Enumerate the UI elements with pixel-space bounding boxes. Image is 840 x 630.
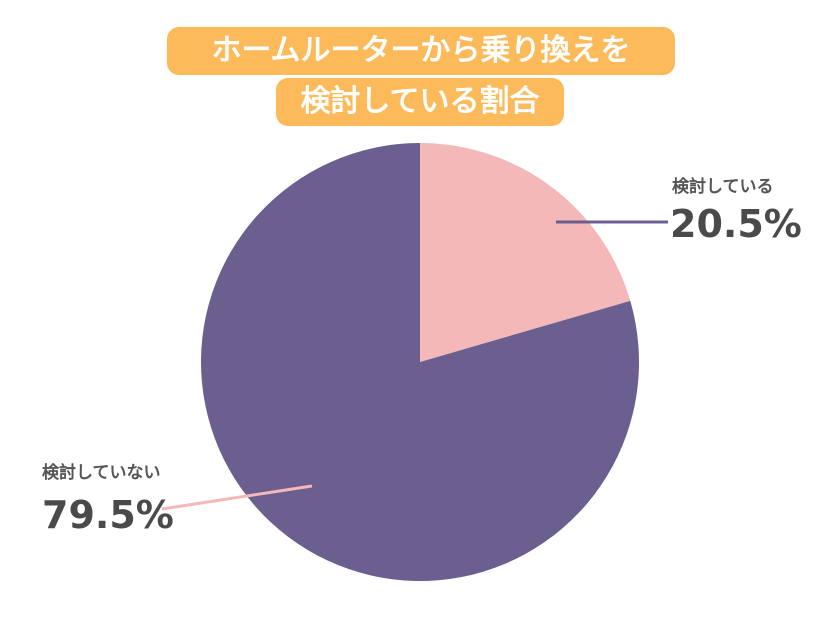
- slice-label-considering: 検討している: [672, 176, 774, 197]
- chart-title-line1: ホームルーターから乗り換えを: [167, 27, 675, 75]
- pie-slice-not-considering: [200, 143, 639, 581]
- leader-line-not-considering: [161, 484, 313, 511]
- slice-value-not-considering: 79.5%: [42, 493, 174, 537]
- slice-label-not-considering: 検討していない: [42, 462, 161, 483]
- slice-value-considering: 20.5%: [670, 202, 802, 246]
- chart-title-line2: 検討している割合: [276, 78, 564, 126]
- pie-slice-considering: [420, 143, 631, 362]
